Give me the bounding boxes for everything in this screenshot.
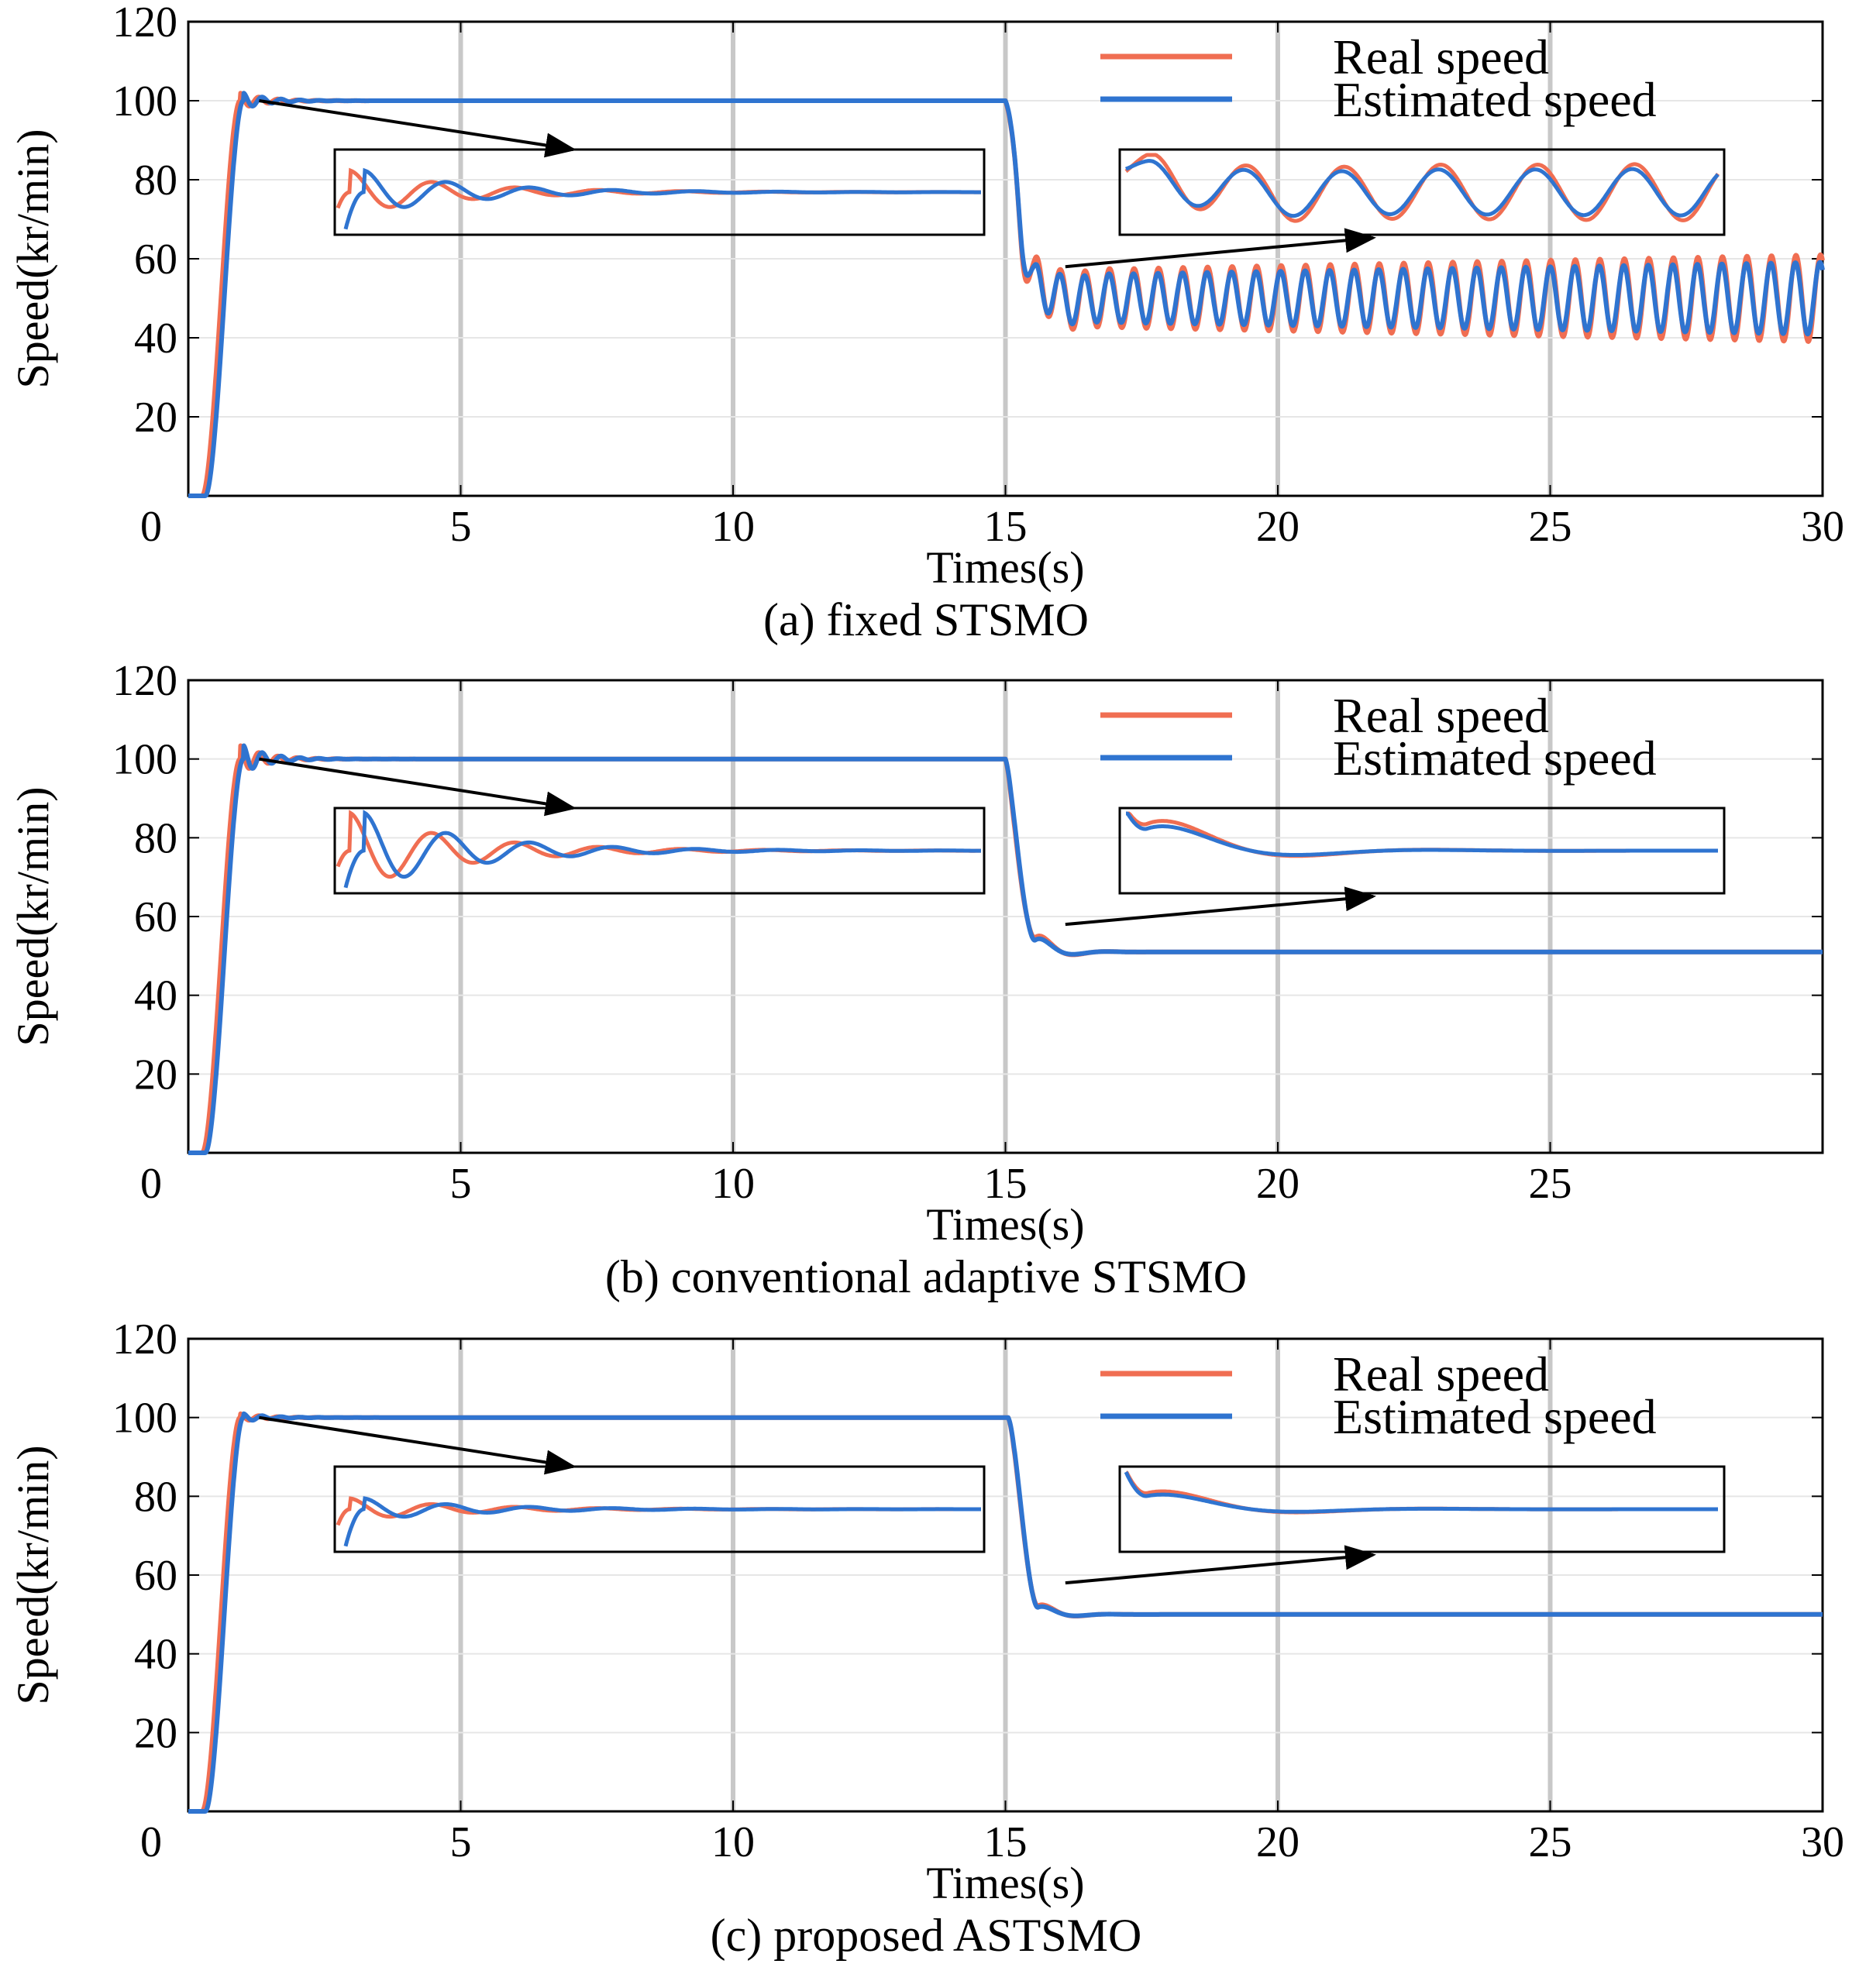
chart-caption: (a) fixed STSMO: [763, 594, 1089, 645]
x-tick-label: 0: [140, 503, 162, 551]
legend-label-real: Real speed: [1333, 688, 1549, 743]
x-tick-label: 0: [140, 1818, 162, 1866]
y-tick-label: 20: [134, 1709, 177, 1757]
inset-step-line-estimated-speed: [1126, 811, 1718, 857]
x-tick-label: 10: [711, 503, 755, 551]
x-tick-label: 25: [1529, 1818, 1572, 1866]
x-tick-label: 10: [711, 1160, 755, 1208]
zoom-inset-step: [1118, 807, 1726, 895]
y-axis-label: Speed(kr/min): [8, 129, 58, 388]
zoom-arrow-startup: [259, 1415, 577, 1475]
y-tick-label: 20: [134, 394, 177, 442]
y-tick-label: 100: [112, 77, 177, 126]
x-tick-label: 30: [1801, 1818, 1844, 1866]
zoom-inset-step: [1118, 148, 1726, 236]
x-tick-label: 25: [1529, 1160, 1572, 1208]
zoom-arrow-step: [1065, 886, 1376, 927]
chart-panel-3: 0 5 10 15 20 25 30 20 40 60 80 100 120 Speed(kr/min) T…: [8, 1316, 1844, 1961]
zoom-inset-startup: [333, 148, 986, 236]
y-tick-label: 60: [134, 893, 177, 941]
inset-step-line-estimated-speed: [1124, 159, 1720, 218]
y-tick-label: 100: [112, 736, 177, 784]
x-tick-label: 5: [450, 1160, 472, 1208]
y-tick-label: 120: [112, 0, 177, 46]
chart-panel-2: 0 5 10 15 20 25 20 40 60 80 100 120 Speed(kr/min) Tim…: [8, 657, 1825, 1302]
x-tick-label: 20: [1256, 1818, 1300, 1866]
x-tick-label: 0: [140, 1160, 162, 1208]
x-tick-label: 30: [1801, 503, 1844, 551]
zoom-inset-step: [1118, 1465, 1726, 1553]
legend-label-estimated: Estimated speed: [1333, 1389, 1657, 1444]
y-axis-label: Speed(kr/min): [8, 1445, 58, 1704]
y-tick-label: 80: [134, 1473, 177, 1521]
x-tick-label: 15: [984, 1160, 1028, 1208]
zoom-arrow-startup: [259, 757, 577, 817]
y-tick-label: 40: [134, 1631, 177, 1679]
y-tick-label: 100: [112, 1395, 177, 1443]
y-tick-label: 40: [134, 972, 177, 1020]
x-tick-label: 10: [711, 1818, 755, 1866]
zoom-inset-startup: [333, 1465, 986, 1553]
legend-label-real: Real speed: [1333, 1347, 1549, 1402]
zoom-inset-startup: [333, 807, 986, 895]
x-tick-label: 5: [450, 503, 472, 551]
chart-panel-1: 0 5 10 15 20 25 30 20 40 60 80 100 120 Speed(kr/min) T…: [8, 0, 1844, 645]
y-tick-label: 80: [134, 156, 177, 205]
y-tick-label: 20: [134, 1051, 177, 1099]
x-tick-label: 15: [984, 503, 1028, 551]
series-line-estimated-speed: [186, 743, 1825, 1155]
x-axis-label: Times(s): [926, 1858, 1084, 1908]
legend-label-estimated: Estimated speed: [1333, 72, 1657, 127]
zoom-arrow-step: [1065, 228, 1376, 269]
x-tick-label: 20: [1256, 1160, 1300, 1208]
series-line-estimated-speed: [186, 1411, 1825, 1814]
chart-caption: (b) conventional adaptive STSMO: [605, 1251, 1247, 1302]
y-tick-label: 60: [134, 236, 177, 284]
legend-label-estimated: Estimated speed: [1333, 731, 1657, 786]
x-tick-label: 20: [1256, 503, 1300, 551]
y-tick-label: 120: [112, 657, 177, 705]
y-tick-label: 60: [134, 1552, 177, 1600]
y-axis-label: Speed(kr/min): [8, 786, 58, 1046]
chart-caption: (c) proposed ASTSMO: [711, 1910, 1142, 1961]
y-tick-label: 120: [112, 1316, 177, 1364]
series-line-estimated-speed: [186, 91, 1825, 498]
inset-startup-line-estimated-speed: [343, 1496, 981, 1547]
inset-step-line-estimated-speed: [1124, 1470, 1718, 1514]
legend-label-real: Real speed: [1333, 29, 1549, 84]
inset-startup-line-estimated-speed: [343, 167, 981, 230]
zoom-arrow-step: [1065, 1545, 1376, 1585]
x-axis-label: Times(s): [926, 542, 1084, 593]
y-tick-label: 80: [134, 814, 177, 862]
x-tick-label: 5: [450, 1818, 472, 1866]
zoom-arrow-startup: [259, 99, 577, 158]
x-tick-label: 15: [984, 1818, 1028, 1866]
inset-startup-line-estimated-speed: [343, 810, 981, 889]
x-axis-label: Times(s): [926, 1199, 1084, 1250]
y-tick-label: 40: [134, 315, 177, 363]
x-tick-label: 25: [1529, 503, 1572, 551]
